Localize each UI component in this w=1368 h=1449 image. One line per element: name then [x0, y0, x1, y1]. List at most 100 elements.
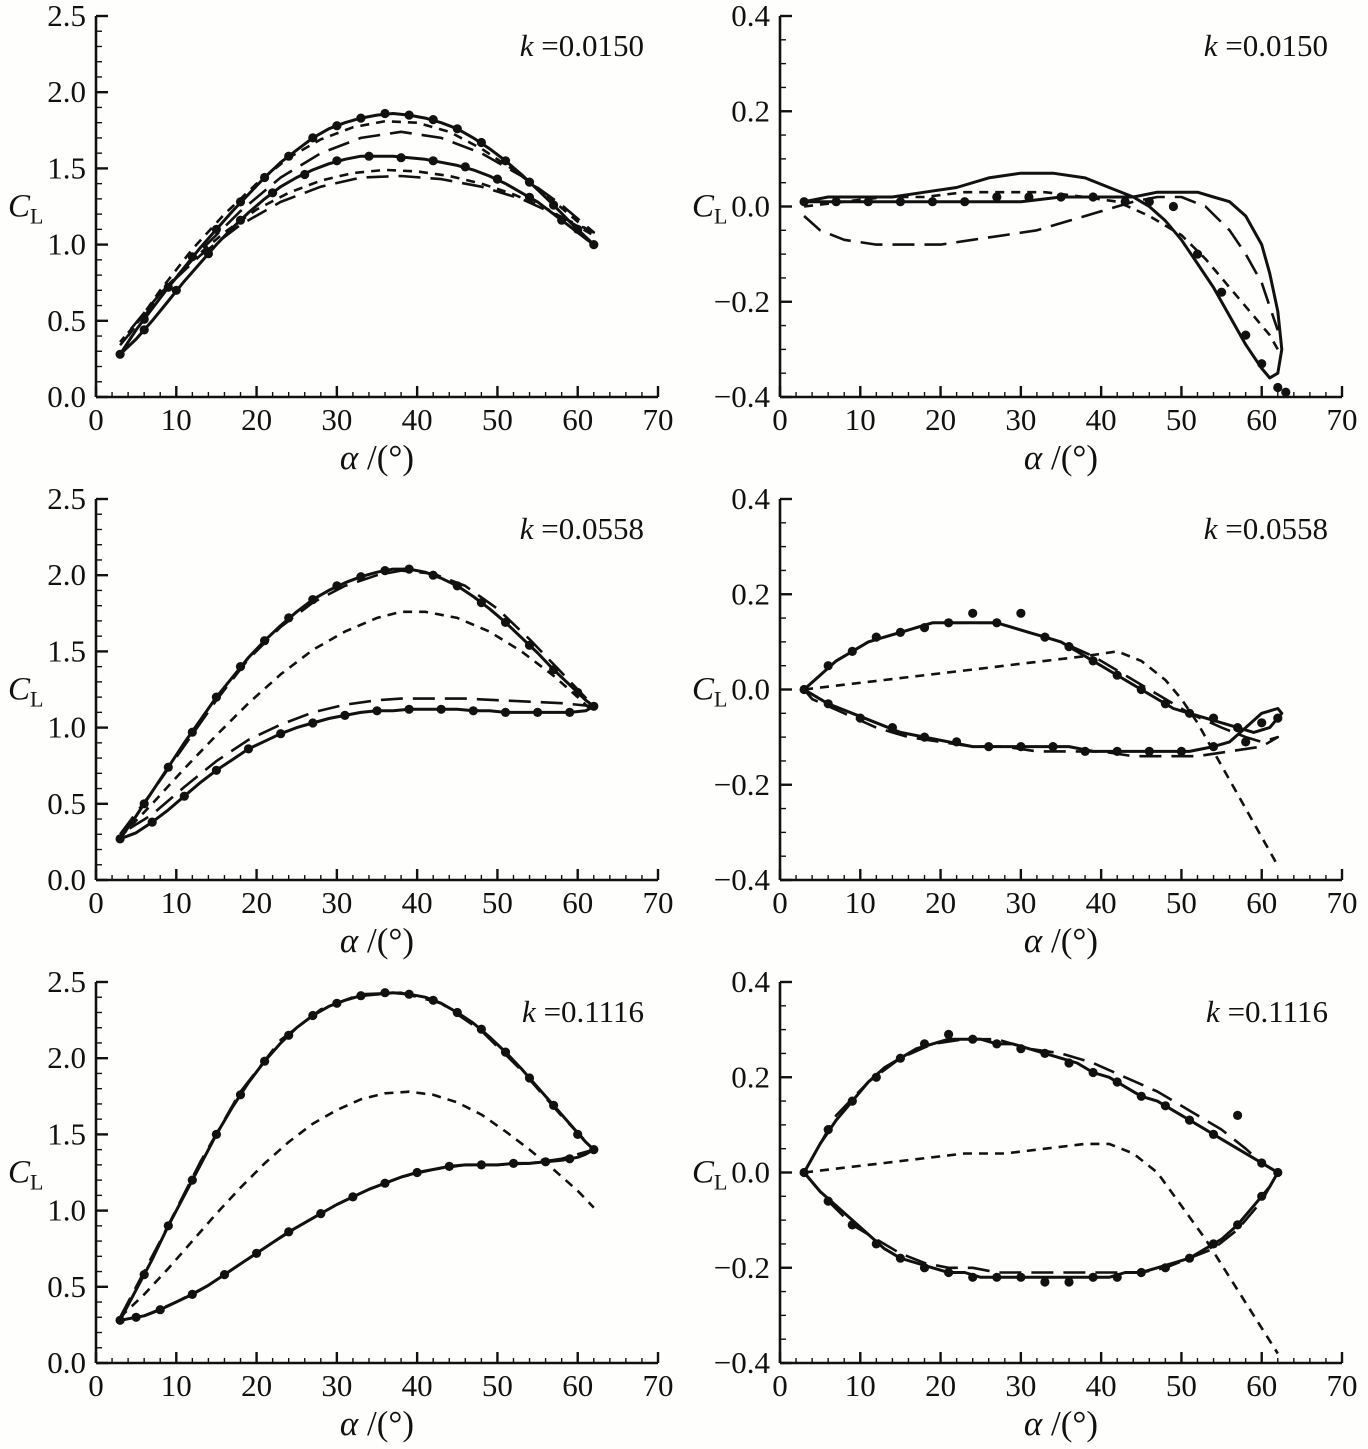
chart-cell-cm-k0558: 0 10 20 30 40 50 60 70 −0.4 −0.2 0.0 0.2 0.4 k =0.055… — [684, 483, 1368, 966]
x-tick-label: 30 — [321, 885, 352, 920]
k-label: k =0.0150 — [1204, 28, 1328, 63]
x-tick-label: 50 — [482, 402, 513, 437]
y-tick-label: 0.2 — [731, 1059, 770, 1094]
x-tick-labels: 0 10 20 30 40 50 60 70 — [772, 885, 1357, 920]
y-tick-label: 0.4 — [731, 483, 770, 516]
x-tick-label: 70 — [1327, 402, 1358, 437]
y-tick-label: 2.5 — [47, 966, 86, 999]
major-ticks — [94, 14, 660, 399]
x-tick-label: 60 — [562, 1368, 593, 1403]
minor-ticks — [95, 15, 659, 398]
series-model-short-dash — [119, 1090, 595, 1319]
x-tick-label: 30 — [321, 1368, 352, 1403]
x-tick-label: 20 — [241, 885, 272, 920]
x-tick-label: 10 — [845, 1368, 876, 1403]
x-tick-label: 20 — [241, 1368, 272, 1403]
series-model-long-dash — [118, 991, 596, 1322]
series-model-long-dash — [803, 195, 1280, 331]
x-tick-label: 10 — [161, 1368, 192, 1403]
series-model-solid — [118, 991, 596, 1322]
x-tick-label: 70 — [643, 1368, 674, 1403]
x-tick-label: 20 — [925, 1368, 956, 1403]
x-tick-label: 0 — [772, 1368, 788, 1403]
x-tick-label: 10 — [845, 402, 876, 437]
y-tick-label: −0.2 — [714, 284, 770, 319]
series-experiment — [799, 192, 1291, 397]
y-axis-label: CL — [692, 1155, 727, 1195]
y-tick-label: 0.2 — [731, 93, 770, 128]
x-tick-labels: 0 10 20 30 40 50 60 70 — [88, 402, 673, 437]
y-tick-label: 0.0 — [731, 189, 770, 224]
k-label: k =0.1116 — [1206, 994, 1328, 1029]
x-tick-label: 0 — [772, 402, 788, 437]
y-tick-label: 1.5 — [47, 150, 86, 185]
minor-ticks — [779, 498, 1343, 881]
chart-cl-loop-k0.0558: 0 10 20 30 40 50 60 70 0.0 0.5 1.0 1.5 2.0 2.5 k =0.05… — [8, 483, 674, 960]
chart-cell-cl-k1116: 0 10 20 30 40 50 60 70 0.0 0.5 1.0 1.5 2.0 2.5 k =0.11… — [0, 966, 684, 1449]
y-tick-labels: 0.0 0.5 1.0 1.5 2.0 2.5 — [47, 966, 86, 1380]
x-tick-label: 40 — [402, 885, 433, 920]
series-experiment — [115, 988, 599, 1325]
y-tick-label: −0.4 — [714, 1345, 771, 1380]
x-tick-label: 60 — [1246, 402, 1277, 437]
x-tick-label: 60 — [1246, 1368, 1277, 1403]
x-tick-label: 40 — [402, 402, 433, 437]
x-tick-label: 60 — [562, 402, 593, 437]
axes — [778, 499, 1342, 882]
y-tick-labels: −0.4 −0.2 0.0 0.2 0.4 — [714, 966, 771, 1380]
major-ticks — [778, 14, 1344, 399]
y-tick-label: 0.0 — [47, 379, 86, 414]
x-tick-label: 10 — [161, 402, 192, 437]
x-axis-label: α /(°) — [340, 1404, 414, 1443]
y-tick-label: 0.4 — [731, 0, 770, 33]
chart-cl-loop-k0.0150: 0 10 20 30 40 50 60 70 0.0 0.5 1.0 1.5 2.0 2.5 k =0.01… — [8, 0, 674, 477]
x-tick-label: 40 — [1086, 885, 1117, 920]
y-tick-label: −0.4 — [714, 379, 771, 414]
series-experiment — [799, 608, 1283, 756]
x-tick-label: 50 — [482, 885, 513, 920]
x-tick-label: 70 — [643, 885, 674, 920]
series-model-solid — [118, 112, 596, 356]
series-model-short-dash — [119, 610, 595, 839]
axes — [778, 16, 1342, 399]
y-tick-label: 0.0 — [47, 1345, 86, 1380]
y-tick-labels: 0.0 0.5 1.0 1.5 2.0 2.5 — [47, 483, 86, 897]
series-model-solid — [803, 171, 1284, 380]
x-tick-label: 60 — [562, 885, 593, 920]
series-model-long-dash — [119, 130, 596, 347]
y-axis-label: CL — [692, 672, 727, 712]
x-axis-label: α /(°) — [1024, 1404, 1098, 1443]
x-tick-label: 0 — [772, 885, 788, 920]
x-tick-label: 0 — [88, 885, 104, 920]
k-label: k =0.1116 — [522, 994, 644, 1029]
x-tick-label: 60 — [1246, 885, 1277, 920]
x-tick-label: 30 — [321, 402, 352, 437]
major-ticks — [94, 497, 660, 882]
chart-cell-cl-k0150: 0 10 20 30 40 50 60 70 0.0 0.5 1.0 1.5 2.0 2.5 k =0.01… — [0, 0, 684, 483]
series-model-solid — [803, 621, 1284, 753]
series-model-long-dash — [802, 1037, 1280, 1274]
x-tick-labels: 0 10 20 30 40 50 60 70 — [772, 1368, 1357, 1403]
x-tick-label: 50 — [1166, 402, 1197, 437]
x-tick-label: 0 — [88, 402, 104, 437]
x-tick-label: 0 — [88, 1368, 104, 1403]
series-model-long-dash — [119, 569, 596, 836]
x-tick-label: 10 — [161, 885, 192, 920]
y-tick-label: 2.5 — [47, 483, 86, 516]
k-label: k =0.0558 — [1204, 511, 1328, 546]
x-tick-label: 20 — [241, 402, 272, 437]
x-axis-label: α /(°) — [340, 921, 414, 960]
y-axis-label: CL — [8, 189, 43, 229]
y-tick-label: 2.0 — [47, 1040, 86, 1075]
series-experiment — [115, 108, 599, 359]
minor-ticks — [779, 15, 1343, 398]
series-experiment — [799, 1029, 1283, 1287]
y-tick-labels: 0.0 0.5 1.0 1.5 2.0 2.5 — [47, 0, 86, 414]
y-tick-label: 2.5 — [47, 0, 86, 33]
y-tick-label: −0.2 — [714, 767, 770, 802]
chart-cm-loop-k0.0150: 0 10 20 30 40 50 60 70 −0.4 −0.2 0.0 0.2 0.4 k =0.015… — [692, 0, 1358, 477]
major-ticks — [94, 980, 660, 1365]
k-label: k =0.0558 — [520, 511, 644, 546]
y-tick-label: 0.2 — [731, 576, 770, 611]
y-tick-label: 1.0 — [47, 710, 86, 745]
